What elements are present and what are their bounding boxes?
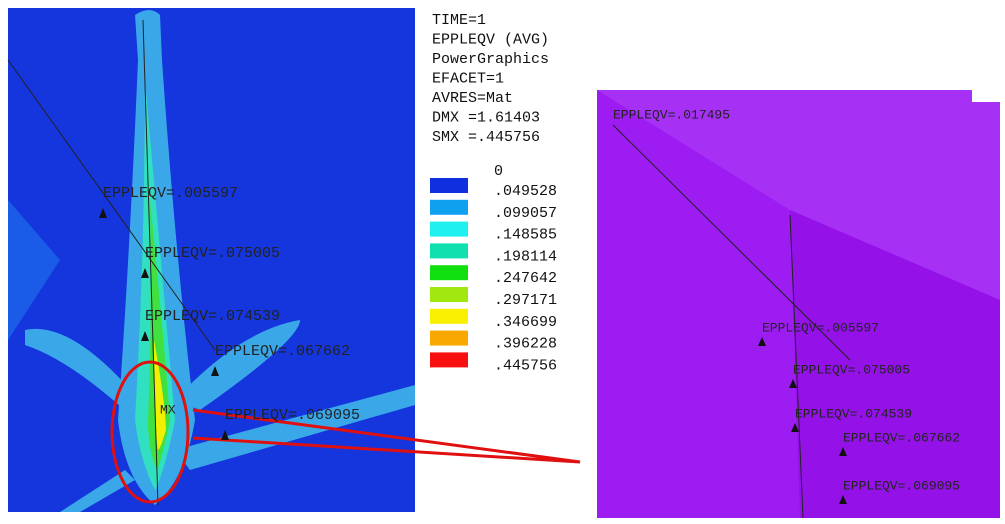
annotation: EPPLEQV=.074539	[145, 308, 280, 325]
legend-label: .049528	[494, 183, 557, 200]
legend-label: .148585	[494, 227, 557, 244]
annotation: EPPLEQV=.075005	[793, 362, 910, 377]
legend-swatch	[430, 243, 468, 258]
legend-swatch	[430, 222, 468, 237]
annotation: EPPLEQV=.005597	[103, 185, 238, 202]
legend-label: .445756	[494, 357, 557, 374]
annotation: EPPLEQV=.005597	[762, 320, 879, 335]
legend-swatch	[430, 265, 468, 280]
legend-swatch	[430, 178, 468, 193]
legend-label: .099057	[494, 205, 557, 222]
info-line: EFACET=1	[432, 70, 504, 87]
annotation: EPPLEQV=.017495	[613, 107, 730, 122]
annotation: EPPLEQV=.074539	[795, 406, 912, 421]
notch	[972, 90, 1005, 102]
legend-label: 0	[494, 163, 503, 180]
legend-label: .297171	[494, 292, 557, 309]
info-line: DMX =1.61403	[432, 109, 540, 126]
legend-swatch	[430, 331, 468, 346]
info-line: AVRES=Mat	[432, 90, 513, 107]
legend-label: .247642	[494, 270, 557, 287]
legend-label: .198114	[494, 248, 557, 265]
info-line: PowerGraphics	[432, 51, 549, 68]
annotation: EPPLEQV=.069095	[843, 478, 960, 493]
info-line: SMX =.445756	[432, 129, 540, 146]
legend-swatch	[430, 287, 468, 302]
annotation: EPPLEQV=.067662	[215, 343, 350, 360]
screenshot: TIME=1 EPPLEQV (AVG) PowerGraphics EFACET=1…	[0, 0, 1005, 519]
page: TIME=1 EPPLEQV (AVG) PowerGraphics EFACET=1…	[0, 0, 1005, 524]
legend-label: .396228	[494, 336, 557, 353]
info-line: EPPLEQV (AVG)	[432, 31, 549, 48]
annotation: EPPLEQV=.075005	[145, 245, 280, 262]
max-marker: MX	[160, 402, 176, 417]
legend-swatch	[430, 200, 468, 215]
right-view	[597, 90, 1005, 518]
annotation: EPPLEQV=.069095	[225, 407, 360, 424]
annotation: EPPLEQV=.067662	[843, 430, 960, 445]
legend-swatch	[430, 352, 468, 367]
info-line: TIME=1	[432, 12, 486, 29]
legend-swatch	[430, 309, 468, 324]
legend-label: .346699	[494, 314, 557, 331]
